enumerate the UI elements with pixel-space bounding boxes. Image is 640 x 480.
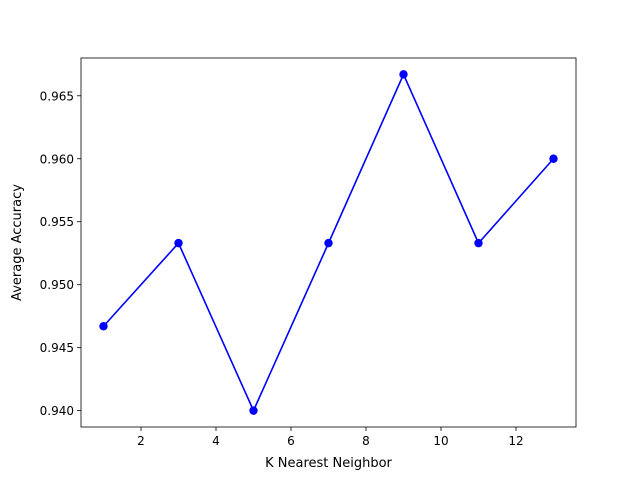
y-tick-label: 0.950 (40, 278, 74, 292)
x-axis-label: K Nearest Neighbor (265, 456, 392, 471)
data-point (549, 154, 558, 163)
data-point (474, 238, 483, 248)
plot-area (99, 70, 558, 415)
x-tick-label: 2 (137, 434, 145, 448)
plot-frame (80, 57, 577, 428)
data-point (324, 238, 333, 248)
data-point (249, 406, 258, 415)
x-tick-label: 8 (362, 434, 370, 448)
x-tick-label: 4 (212, 434, 220, 448)
y-tick-label: 0.940 (40, 404, 74, 418)
y-axis-label: Average Accuracy (10, 184, 25, 301)
y-tick-label: 0.945 (40, 341, 74, 355)
data-point (174, 238, 183, 248)
y-tick-label: 0.955 (40, 215, 74, 229)
x-tick-label: 10 (433, 434, 448, 448)
x-tick-label: 6 (287, 434, 295, 448)
axis-ticks: 2 4 6 8 10 12 0.940 0.945 0.950 0.955 0.960 0.965 (40, 89, 524, 448)
y-tick-label: 0.960 (40, 152, 74, 166)
y-tick-label: 0.965 (40, 89, 74, 103)
data-point (399, 70, 408, 79)
x-tick-label: 12 (508, 434, 523, 448)
data-point (99, 322, 108, 331)
